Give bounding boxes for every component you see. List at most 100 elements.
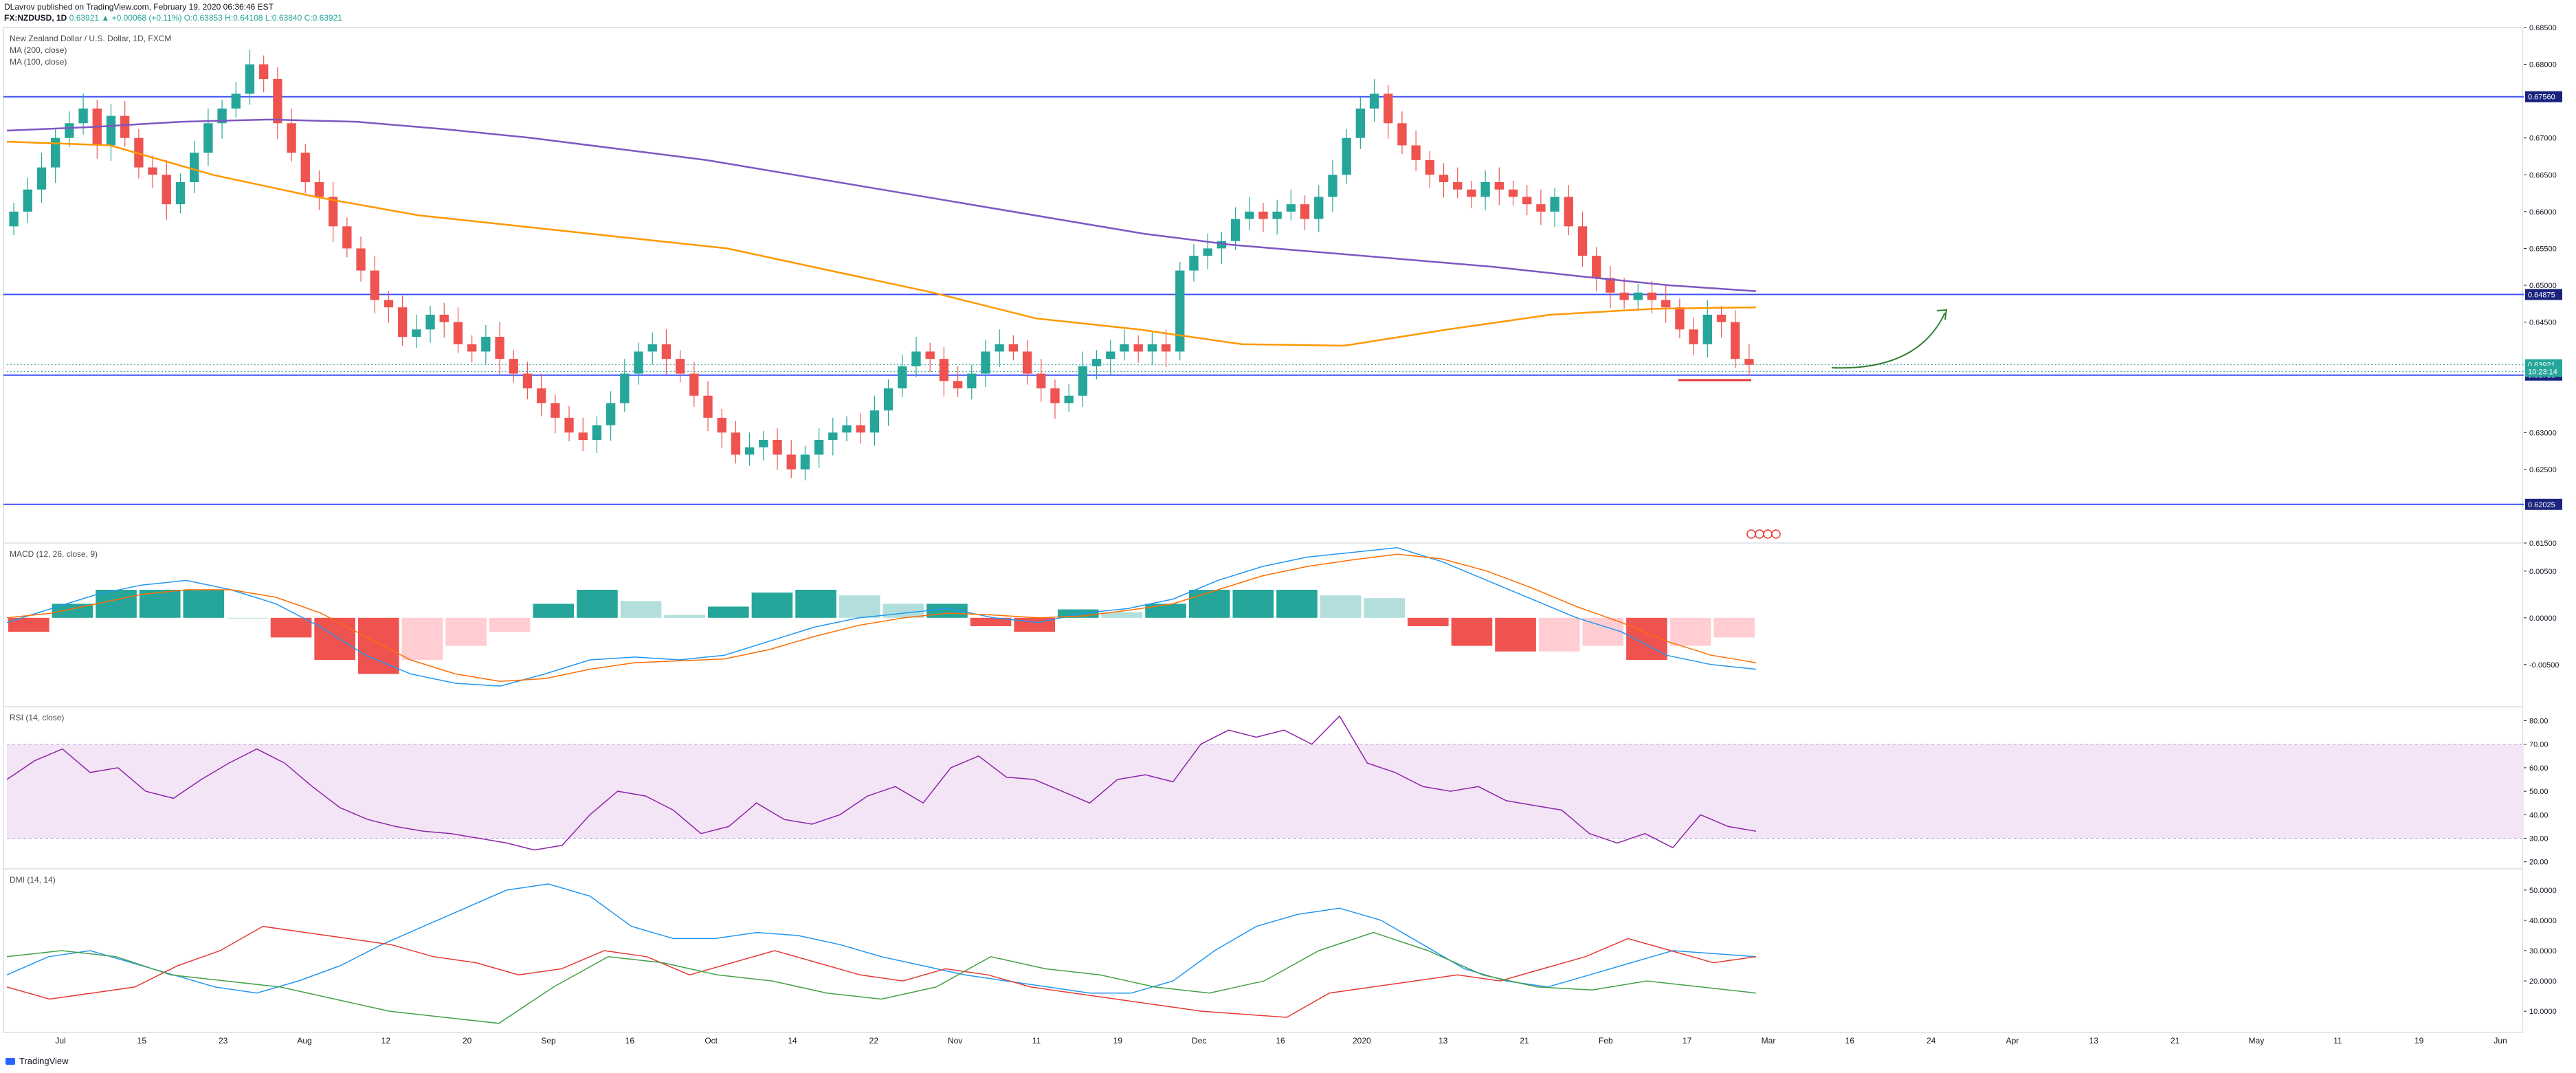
y-tick-label: 0.66500 bbox=[2529, 171, 2557, 179]
candle-body bbox=[356, 248, 366, 271]
y-tick-label: 80.00 bbox=[2529, 718, 2549, 726]
pane-frames bbox=[3, 27, 2523, 1033]
x-tick-label: 21 bbox=[1520, 1036, 1529, 1046]
x-tick-label: 11 bbox=[2333, 1036, 2342, 1046]
price-axis[interactable]: 0.68500 0.68000 0.67000 0.66500 0.66000 0.655… bbox=[2524, 24, 2559, 1016]
macd-histogram-bar bbox=[1408, 617, 1449, 627]
candle-body bbox=[1147, 344, 1157, 352]
candle-body bbox=[981, 351, 990, 374]
rsi-band-fill bbox=[7, 744, 2524, 839]
ma100-line bbox=[6, 140, 1757, 347]
projection-arrow-head bbox=[1936, 309, 1948, 320]
candle-body bbox=[273, 79, 282, 124]
x-tick-label: Jul bbox=[55, 1036, 65, 1046]
candle-body bbox=[911, 351, 921, 366]
candle-body bbox=[9, 211, 19, 227]
macd-histogram-bar bbox=[1538, 617, 1580, 652]
candle-body bbox=[744, 447, 755, 455]
candle-body bbox=[689, 373, 699, 396]
candle-body bbox=[175, 182, 186, 205]
x-tick-label: 11 bbox=[1032, 1036, 1041, 1046]
candle-body bbox=[1286, 204, 1296, 212]
y-tick-label: 0.65000 bbox=[2529, 282, 2557, 290]
candle-body bbox=[1467, 189, 1476, 197]
candles bbox=[9, 49, 1754, 480]
x-tick-label: 15 bbox=[137, 1036, 147, 1046]
y-tick-label: 0.64500 bbox=[2529, 319, 2557, 327]
candle-body bbox=[439, 314, 449, 322]
price-tag-label: 10:23:14 bbox=[2528, 368, 2557, 376]
macd-histogram-bar bbox=[1451, 617, 1493, 646]
candle-body bbox=[1564, 197, 1573, 227]
candle-body bbox=[190, 153, 199, 182]
ohlc-values: 0.63921 ▲ +0.00068 (+0.11%) O:0.63853 H:… bbox=[69, 13, 342, 23]
macd-histogram-bar bbox=[1232, 590, 1274, 618]
candle-body bbox=[1494, 182, 1504, 190]
macd-histogram-bar bbox=[577, 590, 618, 618]
rsi-line bbox=[6, 715, 1757, 851]
candle-body bbox=[842, 425, 852, 433]
symbol-name[interactable]: FX:NZDUSD, 1D bbox=[4, 13, 67, 23]
macd-histogram-bar bbox=[445, 617, 487, 646]
x-tick-label: Sep bbox=[541, 1036, 556, 1046]
candle-body bbox=[509, 359, 518, 374]
macd-histogram-bar bbox=[1495, 617, 1536, 652]
candle-body bbox=[1480, 182, 1490, 197]
candle-body bbox=[1731, 322, 1740, 359]
x-tick-label: 21 bbox=[2170, 1036, 2180, 1046]
candle-body bbox=[1411, 145, 1421, 160]
x-tick-label: 16 bbox=[1845, 1036, 1855, 1046]
x-tick-label: May bbox=[2249, 1036, 2265, 1046]
candle-body bbox=[1342, 137, 1351, 175]
y-tick-label: 20.0000 bbox=[2529, 977, 2557, 986]
x-tick-label: 24 bbox=[1927, 1036, 1936, 1046]
y-tick-label: 50.0000 bbox=[2529, 887, 2557, 895]
candle-body bbox=[1355, 108, 1366, 138]
tradingview-logo-icon bbox=[5, 1057, 15, 1065]
candle-body bbox=[481, 337, 491, 352]
macd-histogram-bar bbox=[751, 593, 793, 618]
candle-body bbox=[1397, 123, 1407, 146]
footer-brand[interactable]: TradingView bbox=[5, 1056, 69, 1066]
x-tick-label: 23 bbox=[219, 1036, 228, 1046]
macd-histogram-bar bbox=[708, 606, 749, 618]
candle-body bbox=[1522, 197, 1532, 205]
candle-body bbox=[162, 175, 171, 205]
candle-body bbox=[1036, 373, 1046, 388]
candle-body bbox=[1675, 307, 1685, 330]
dmi-plus-line bbox=[6, 883, 1757, 994]
candle-body bbox=[231, 93, 241, 109]
publisher-line: DLavrov published on TradingView.com, Fe… bbox=[4, 2, 274, 12]
macd-histogram-bar bbox=[270, 617, 312, 638]
y-tick-label: 0.62500 bbox=[2529, 466, 2557, 474]
y-tick-label: 0.68000 bbox=[2529, 61, 2557, 69]
candle-body bbox=[300, 153, 310, 182]
moving-averages bbox=[6, 118, 1757, 347]
candle-body bbox=[412, 329, 421, 337]
x-tick-label: 22 bbox=[869, 1036, 879, 1046]
candle-body bbox=[995, 344, 1004, 352]
y-tick-label: 50.00 bbox=[2529, 788, 2549, 796]
legend-ma200: MA (200, close) bbox=[10, 45, 67, 55]
macd-histogram-bar bbox=[1320, 595, 1362, 618]
candle-body bbox=[259, 64, 269, 79]
macd-line bbox=[6, 547, 1757, 687]
time-axis[interactable]: Jul 15 23 Aug 12 20 Sep 16 Oct 14 22 Nov 11 19 Dec 16 20… bbox=[55, 1036, 2507, 1046]
candle-body bbox=[731, 432, 741, 455]
x-tick-label: 12 bbox=[381, 1036, 391, 1046]
candle-body bbox=[939, 359, 949, 381]
candle-body bbox=[1550, 197, 1559, 212]
x-tick-label: 16 bbox=[1276, 1036, 1285, 1046]
y-tick-label: 10.0000 bbox=[2529, 1008, 2557, 1016]
candle-body bbox=[828, 432, 838, 440]
adx-line bbox=[6, 931, 1757, 1024]
macd-histogram-bar bbox=[1364, 598, 1405, 618]
candle-body bbox=[1661, 300, 1671, 308]
candle-body bbox=[1384, 93, 1393, 124]
candle-body bbox=[467, 344, 477, 352]
candle-body bbox=[1508, 189, 1518, 197]
x-tick-label: 13 bbox=[2089, 1036, 2099, 1046]
macd-histogram-bar bbox=[664, 615, 705, 618]
x-tick-label: 19 bbox=[1113, 1036, 1123, 1046]
